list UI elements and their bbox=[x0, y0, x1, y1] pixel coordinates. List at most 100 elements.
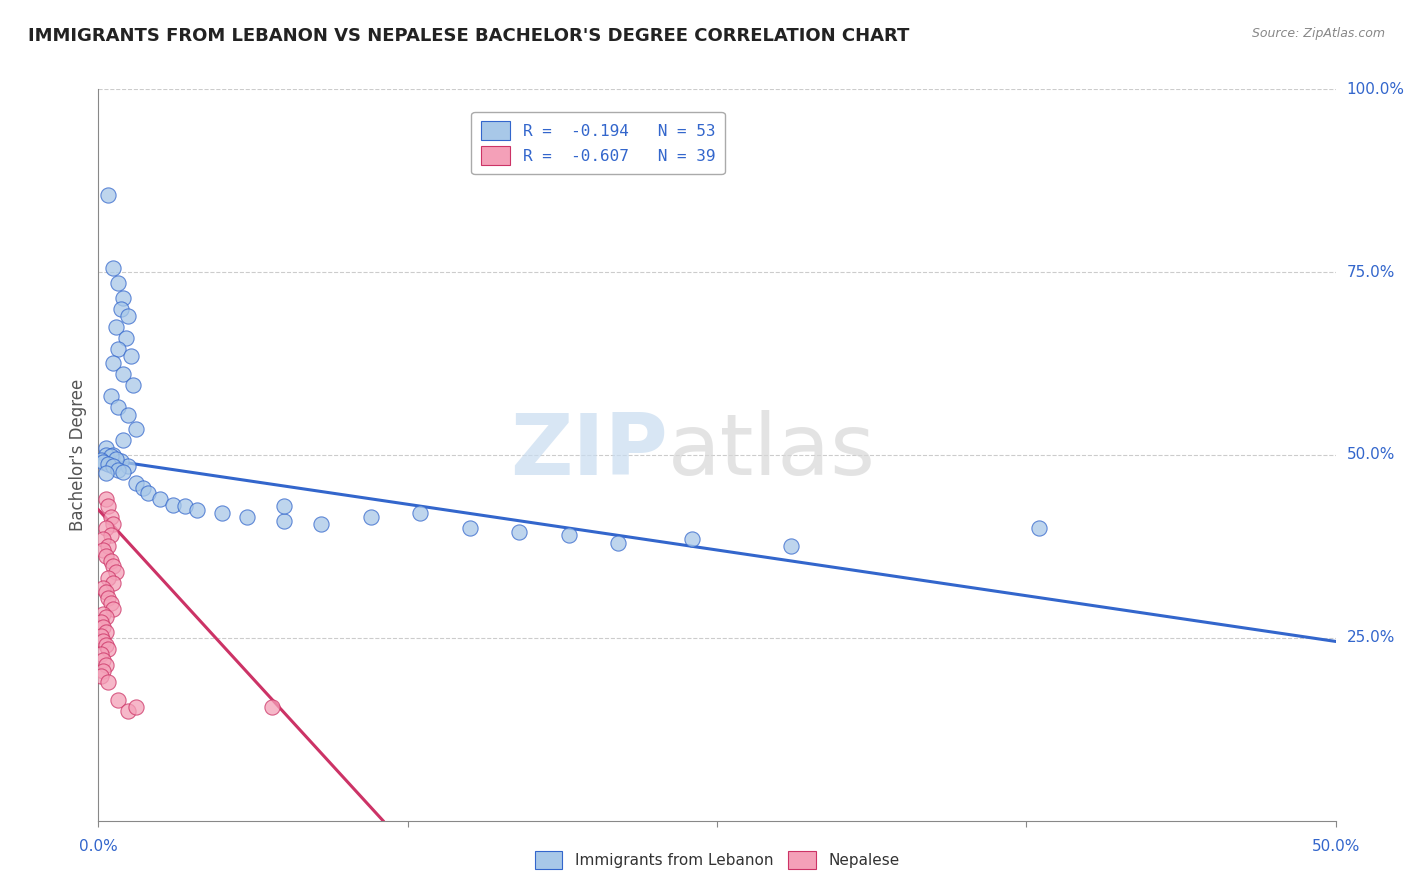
Point bbox=[90, 629, 112, 643]
Point bbox=[97, 499, 120, 513]
Point bbox=[103, 517, 125, 532]
Point bbox=[114, 331, 136, 345]
Point bbox=[117, 458, 139, 473]
Point bbox=[112, 368, 135, 382]
Text: Source: ZipAtlas.com: Source: ZipAtlas.com bbox=[1251, 27, 1385, 40]
Text: 50.0%: 50.0% bbox=[1312, 839, 1360, 855]
Point bbox=[97, 188, 120, 202]
Point bbox=[107, 693, 129, 707]
Point bbox=[103, 576, 125, 591]
Point bbox=[100, 510, 122, 524]
Point bbox=[94, 585, 117, 599]
Point bbox=[103, 458, 125, 473]
Point bbox=[107, 401, 129, 415]
Point bbox=[94, 657, 117, 672]
Point bbox=[94, 441, 117, 455]
Point bbox=[97, 571, 120, 585]
Point bbox=[94, 638, 117, 652]
Point bbox=[112, 291, 135, 305]
Point bbox=[236, 510, 259, 524]
Point bbox=[103, 261, 125, 276]
Point bbox=[162, 498, 184, 512]
Point bbox=[93, 653, 115, 667]
Point bbox=[104, 565, 127, 579]
Point bbox=[94, 466, 117, 480]
Point bbox=[107, 342, 129, 356]
Point bbox=[100, 554, 122, 568]
Point bbox=[97, 591, 120, 605]
Point bbox=[94, 521, 117, 535]
Point bbox=[94, 624, 117, 639]
Point bbox=[90, 669, 112, 683]
Point bbox=[260, 700, 283, 714]
Point bbox=[103, 448, 125, 462]
Point bbox=[90, 615, 112, 629]
Point bbox=[90, 453, 112, 467]
Point bbox=[97, 641, 120, 656]
Y-axis label: Bachelor's Degree: Bachelor's Degree bbox=[69, 379, 87, 531]
Point bbox=[93, 543, 115, 558]
Point bbox=[94, 549, 117, 563]
Point bbox=[681, 532, 703, 546]
Text: 25.0%: 25.0% bbox=[1347, 631, 1395, 645]
Point bbox=[103, 601, 125, 615]
Point bbox=[508, 524, 530, 539]
Point bbox=[557, 528, 579, 542]
Point bbox=[94, 491, 117, 506]
Point bbox=[132, 481, 155, 495]
Point bbox=[93, 455, 115, 469]
Point bbox=[124, 475, 146, 490]
Point bbox=[112, 465, 135, 479]
Point bbox=[273, 514, 295, 528]
Point bbox=[360, 510, 382, 524]
Point bbox=[90, 647, 112, 661]
Text: 100.0%: 100.0% bbox=[1347, 82, 1405, 96]
Point bbox=[110, 301, 132, 316]
Point bbox=[117, 408, 139, 422]
Point bbox=[409, 507, 432, 521]
Text: 50.0%: 50.0% bbox=[1347, 448, 1395, 462]
Point bbox=[100, 596, 122, 610]
Point bbox=[107, 276, 129, 290]
Point bbox=[93, 620, 115, 634]
Point bbox=[100, 450, 122, 464]
Point bbox=[117, 704, 139, 718]
Point bbox=[104, 451, 127, 466]
Legend: Immigrants from Lebanon, Nepalese: Immigrants from Lebanon, Nepalese bbox=[529, 846, 905, 875]
Point bbox=[110, 454, 132, 468]
Point bbox=[309, 517, 332, 532]
Point bbox=[100, 528, 122, 542]
Point bbox=[124, 422, 146, 436]
Point bbox=[97, 458, 120, 472]
Point bbox=[103, 559, 125, 574]
Text: 75.0%: 75.0% bbox=[1347, 265, 1395, 279]
Point bbox=[458, 521, 481, 535]
Point bbox=[100, 389, 122, 403]
Point bbox=[93, 607, 115, 621]
Point bbox=[94, 610, 117, 624]
Point bbox=[104, 320, 127, 334]
Point bbox=[93, 532, 115, 546]
Point bbox=[97, 539, 120, 553]
Point bbox=[607, 535, 630, 549]
Point bbox=[122, 378, 145, 392]
Point bbox=[103, 356, 125, 371]
Point bbox=[186, 503, 208, 517]
Point bbox=[149, 491, 172, 506]
Point bbox=[780, 539, 803, 553]
Point bbox=[93, 581, 115, 595]
Text: ZIP: ZIP bbox=[510, 409, 668, 492]
Point bbox=[174, 499, 197, 513]
Point bbox=[93, 664, 115, 678]
Point bbox=[94, 448, 117, 462]
Text: 0.0%: 0.0% bbox=[79, 839, 118, 855]
Point bbox=[124, 700, 146, 714]
Text: IMMIGRANTS FROM LEBANON VS NEPALESE BACHELOR'S DEGREE CORRELATION CHART: IMMIGRANTS FROM LEBANON VS NEPALESE BACH… bbox=[28, 27, 910, 45]
Point bbox=[136, 486, 159, 500]
Point bbox=[211, 507, 233, 521]
Point bbox=[120, 349, 142, 363]
Point bbox=[93, 634, 115, 648]
Point bbox=[1028, 521, 1050, 535]
Point bbox=[97, 674, 120, 689]
Point bbox=[112, 434, 135, 448]
